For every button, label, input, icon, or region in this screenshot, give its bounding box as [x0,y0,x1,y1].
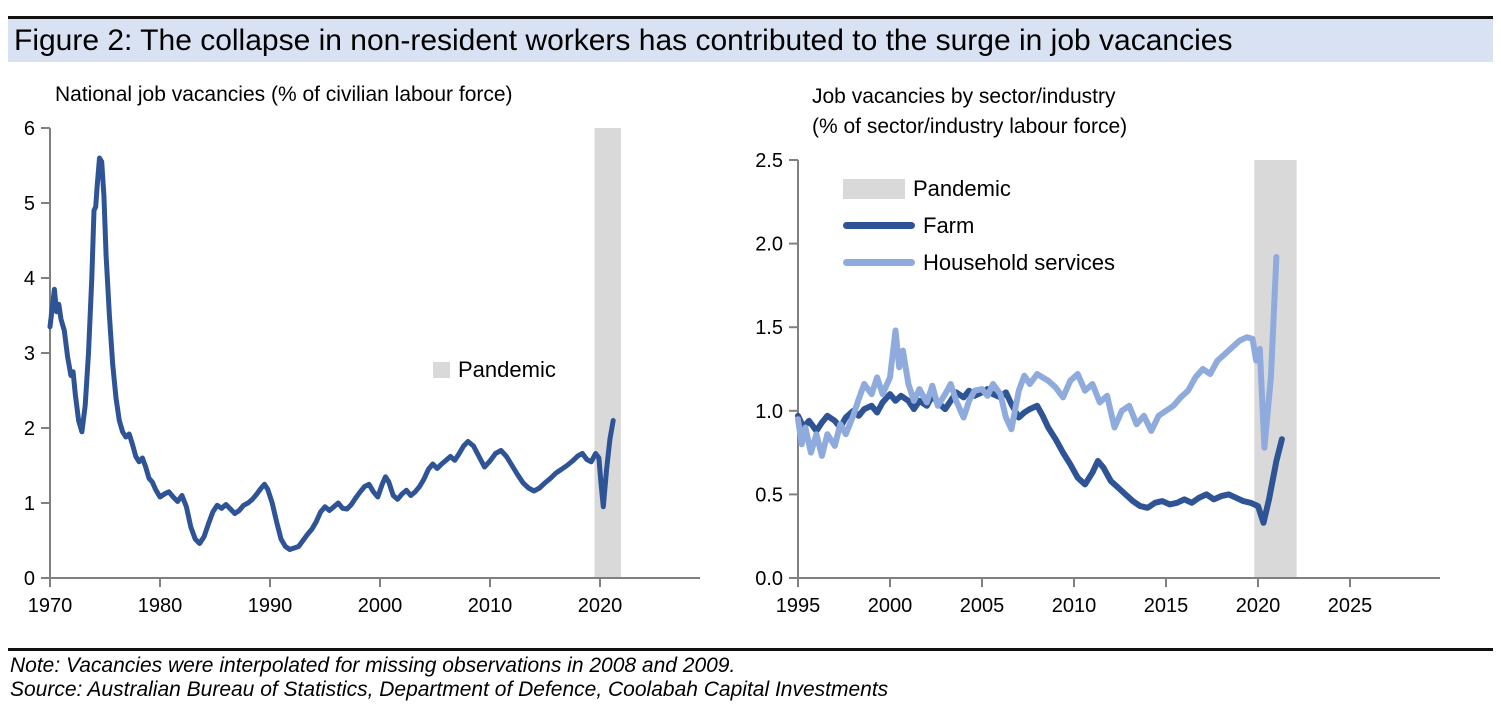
y-tick-label: 1.0 [755,401,783,423]
sector-legend: Pandemic Farm Household services [843,170,1115,281]
bottom-rule [8,648,1493,651]
y-tick-label: 6 [24,118,35,140]
sector-chart-title-line1: Job vacancies by sector/industry [812,85,1116,108]
figure-title: Figure 2: The collapse in non-resident w… [14,23,1233,57]
series-national-job-vacancies [47,155,616,552]
x-tick-label: 2010 [1052,595,1097,617]
figure-title-bar: Figure 2: The collapse in non-resident w… [8,16,1493,62]
note-line: Note: Vacancies were interpolated for mi… [10,654,736,677]
footnotes: Note: Vacancies were interpolated for mi… [10,654,1490,701]
y-tick-label: 5 [24,193,35,215]
national-legend: Pandemic [433,355,556,385]
pandemic-swatch [433,362,450,378]
sector-chart-title: Job vacancies by sector/industry (% of s… [812,82,1127,142]
x-tick-label: 1990 [248,595,293,617]
x-tick-label: 2000 [868,595,913,617]
household-line-swatch [843,259,915,266]
series-farm [795,386,1285,526]
x-tick-label: 1995 [776,595,821,617]
y-tick-label: 4 [24,268,35,290]
legend-label-pandemic: Pandemic [913,175,1011,201]
farm-line-swatch [843,222,915,229]
y-tick-label: 2 [24,418,35,440]
sector-chart: 0.0 0.5 1.0 1.5 2.0 2.5 1995 2000 2005 2010 2015 20… [755,150,1440,617]
source-line: Source: Australian Bureau of Statistics,… [10,677,889,701]
y-tick-label: 0.0 [755,568,783,590]
legend-label-household: Household services [923,249,1115,275]
x-tick-label: 2025 [1328,595,1373,617]
x-tick-label: 2020 [578,595,623,617]
legend-row-farm: Farm [843,207,1115,244]
y-tick-label: 0.5 [755,484,783,506]
pandemic-band-swatch [843,178,905,199]
x-tick-label: 2020 [1236,595,1281,617]
y-tick-label: 1 [24,493,35,515]
pandemic-legend-label: Pandemic [458,357,556,382]
national-chart: 0 1 2 3 4 5 6 1970 1980 1990 2000 2010 2020 [24,118,700,617]
series-household-services [795,254,1280,459]
x-tick-label: 1980 [138,595,183,617]
legend-label-farm: Farm [923,212,975,238]
national-chart-title: National job vacancies (% of civilian la… [55,83,513,106]
y-tick-label: 2.5 [755,150,783,172]
y-tick-label: 3 [24,343,35,365]
x-tick-label: 2000 [358,595,403,617]
legend-row-household: Household services [843,244,1115,281]
y-tick-label: 2.0 [755,234,783,256]
y-tick-label: 0 [24,568,35,590]
pandemic-band [594,128,621,578]
y-tick-label: 1.5 [755,317,783,339]
legend-row-pandemic: Pandemic [843,170,1115,207]
x-tick-label: 2005 [960,595,1005,617]
x-tick-label: 2010 [468,595,513,617]
sector-chart-title-line2: (% of sector/industry labour force) [812,115,1128,138]
x-tick-label: 2015 [1144,595,1189,617]
x-tick-label: 1970 [28,595,73,617]
